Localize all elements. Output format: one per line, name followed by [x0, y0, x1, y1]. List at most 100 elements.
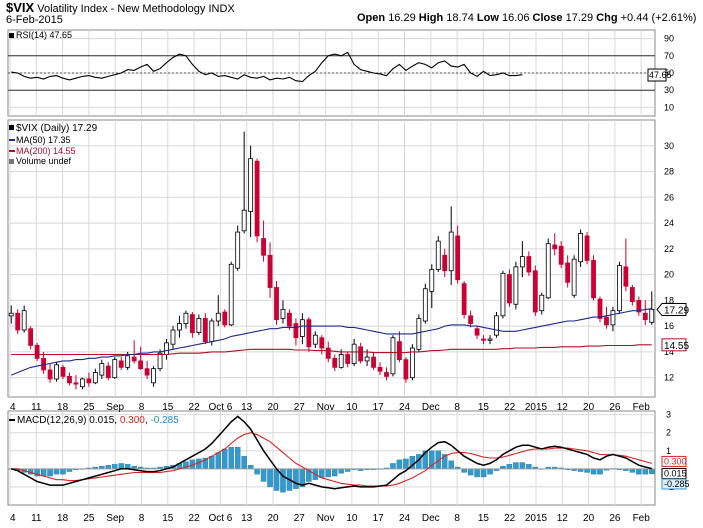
price-x-tick-label: 25 [83, 402, 95, 413]
candle-body [118, 360, 124, 368]
candle-body [21, 310, 27, 331]
candle-body [519, 256, 525, 268]
macd-histogram-bar [338, 468, 344, 474]
price-x-tick-label: 22 [504, 402, 516, 413]
open-value: 16.29 [388, 12, 416, 24]
candle-body [54, 364, 59, 380]
candle-body [28, 328, 34, 346]
macd-histogram-bar [487, 468, 493, 475]
candle-body [248, 158, 254, 212]
macd-histogram-bar [331, 468, 338, 477]
macd-x-tick-label: 12 [557, 513, 569, 524]
candle-body [545, 243, 551, 299]
candle-body [351, 343, 357, 364]
price-x-tick-label: Sep [106, 402, 124, 413]
ma200-legend: MA(200) 14.55 [16, 146, 76, 156]
candle-body [287, 312, 292, 327]
macd-x-tick-label: Feb [633, 513, 651, 524]
macd-x-tick-label: Nov [317, 513, 335, 524]
macd-tick-label: 2 [666, 428, 671, 438]
price-x-tick-label: 13 [241, 402, 253, 413]
rsi-last-box [647, 68, 667, 82]
ma50-legend: MA(50) 17.35 [16, 135, 71, 145]
macd-histogram-bar [273, 468, 280, 491]
macd-signal-line [11, 432, 652, 487]
macd-legend-hist: -0.285 [150, 415, 179, 426]
price-x-tick-label: 17 [373, 402, 385, 413]
price-x-tick-label: Feb [633, 402, 651, 413]
macd-x-tick-label: Dec [422, 513, 440, 524]
rsi-tick-label: 70 [664, 51, 674, 61]
chg-value: +0.44 (+2.61%) [620, 12, 697, 24]
macd-histogram-bar [280, 468, 286, 493]
price-tick-label: 12 [664, 373, 674, 383]
candle-body [196, 318, 202, 333]
candle-body [513, 266, 519, 305]
macd-histogram-bar [629, 468, 636, 473]
low-value: 16.06 [501, 12, 530, 24]
macd-x-tick-label: 15 [478, 513, 490, 524]
candle-body [474, 328, 480, 336]
macd-histogram-bar [293, 468, 299, 489]
candle-body [67, 375, 72, 384]
price-tick-label: 30 [664, 141, 674, 151]
macd-histogram-bar [60, 468, 66, 475]
candle-body [416, 318, 422, 350]
macd-histogram-bar [228, 447, 234, 469]
macd-histogram-bar [448, 460, 454, 469]
candle-body [261, 238, 266, 256]
macd-legend-label: MACD(12,26,9) [17, 415, 89, 426]
candle-body [435, 240, 441, 270]
macd-x-tick-label: 18 [57, 513, 69, 524]
candle-body [384, 372, 389, 377]
macd-legend-sep: , [145, 415, 151, 426]
macd-signal-last-value: 0.300 [664, 456, 687, 466]
candle-body [222, 311, 228, 326]
macd-histogram-bar [112, 464, 118, 469]
candle-body [138, 360, 144, 370]
macd-tick-label: 3 [666, 410, 671, 420]
macd-x-tick-label: 8 [454, 513, 460, 524]
candle-body [319, 337, 325, 349]
macd-histogram-bar [461, 468, 467, 473]
rsi-legend-swatch [9, 33, 14, 38]
price-tick-label: 26 [664, 192, 674, 202]
macd-x-tick-label: 2015 [525, 513, 548, 524]
candle-body [254, 160, 260, 237]
candle-body [494, 315, 499, 336]
candle-body [461, 283, 467, 315]
macd-x-tick-label: 17 [373, 513, 385, 524]
candle-body [649, 308, 655, 323]
price-last-box [656, 303, 687, 317]
candle-body [371, 356, 376, 368]
candle-body [34, 345, 40, 359]
macd-histogram-bar [260, 468, 267, 482]
macd-histogram-bar [584, 468, 590, 473]
candle-body [125, 355, 131, 368]
candle-body [267, 254, 273, 288]
candle-body [604, 316, 609, 326]
macd-histogram-bar [590, 468, 597, 475]
macd-histogram-bar [118, 463, 124, 469]
candle-body [189, 314, 195, 333]
candle-body [280, 308, 286, 319]
candle-body [60, 366, 66, 377]
macd-x-tick-label: 8 [139, 513, 145, 524]
price-x-tick-label: 2015 [525, 402, 548, 413]
price-x-tick-label: 12 [557, 402, 569, 413]
candle-body [112, 359, 118, 379]
candle-body [47, 369, 53, 380]
candle-body [170, 329, 176, 345]
candle-body [390, 337, 396, 375]
price-tick-label: 20 [664, 270, 674, 280]
price-tick-label: 22 [664, 244, 674, 254]
macd-histogram-bar [241, 456, 247, 469]
candle-body [629, 287, 635, 303]
ma200-last-box [661, 338, 687, 352]
rsi-tick-label: 90 [664, 34, 674, 44]
macd-histogram-bar [222, 448, 228, 469]
price-legend-swatch [9, 125, 14, 130]
macd-x-tick-label: 20 [267, 513, 279, 524]
candle-body [597, 298, 603, 319]
